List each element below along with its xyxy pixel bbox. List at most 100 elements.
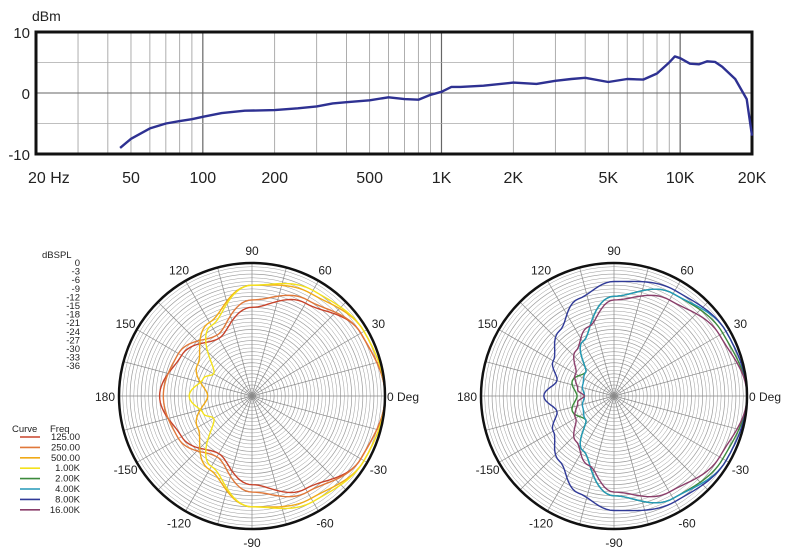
angle-label: -120 — [167, 516, 191, 530]
y-tick-label: 0 — [22, 86, 30, 103]
legend-freq-label: 2.00K — [55, 474, 80, 485]
r-axis-label: dBSPL — [42, 250, 72, 261]
polar-spoke — [251, 361, 381, 397]
polar-plot-left: 0 Deg 30 60 90 120 150 180 -150 -120 -90 -60 -30 — [95, 244, 419, 550]
polar-spoke — [136, 395, 253, 463]
angle-label: -60 — [316, 516, 334, 530]
polar-spoke — [217, 267, 253, 397]
response-line — [119, 55, 754, 149]
y-tick-label: -10 — [8, 147, 30, 164]
plot-frame — [34, 30, 754, 156]
polar-spoke — [613, 395, 743, 431]
polar-spoke — [498, 329, 615, 397]
polar-spoke — [217, 395, 253, 525]
polar-curve-1-00K — [188, 282, 386, 510]
x-tick-label: 20K — [738, 170, 767, 187]
r-tick-label: -24 — [66, 327, 80, 338]
legend-header-freq: Freq — [50, 424, 70, 435]
x-tick-label: 100 — [189, 170, 216, 187]
x-tick-label: 10K — [666, 170, 695, 187]
polar-spoke — [123, 395, 253, 431]
r-tick-label: -15 — [66, 301, 80, 312]
angle-label: 0 Deg — [387, 390, 419, 404]
legend-freq-label: 16.00K — [50, 505, 81, 516]
angle-label: 30 — [734, 317, 748, 331]
polar-spoke — [251, 267, 287, 397]
angle-label: 30 — [372, 317, 386, 331]
polar-spoke — [519, 301, 615, 397]
polar-spoke — [613, 329, 730, 397]
angle-label: -150 — [114, 463, 138, 477]
polar-plot-right: 0 Deg 30 60 90 120 150 180 -150 -120 -90 -60 -30 — [457, 244, 781, 550]
r-tick-label: -18 — [66, 310, 80, 321]
legend-freq-label: 4.00K — [55, 484, 80, 495]
legend-header-curve: Curve — [12, 424, 37, 435]
angle-label: -120 — [529, 516, 553, 530]
polar-spoke — [157, 395, 253, 491]
angle-label: 60 — [680, 264, 694, 278]
polar-spoke — [498, 395, 615, 463]
polar-spoke — [251, 395, 347, 491]
polar-spoke — [613, 267, 649, 397]
polar-spoke — [579, 395, 615, 525]
angle-label: 60 — [318, 264, 332, 278]
legend-freq-label: 1.00K — [55, 463, 80, 474]
y-axis-label: dBm — [32, 8, 61, 24]
r-tick-label: -27 — [66, 335, 80, 346]
r-tick-label: -6 — [72, 275, 80, 286]
polar-spoke — [157, 301, 253, 397]
polar-border — [479, 261, 749, 531]
angle-label: 180 — [457, 390, 477, 404]
x-tick-label: 2K — [504, 170, 524, 187]
r-tick-label: -9 — [72, 284, 80, 295]
polar-curve-16-00K — [572, 294, 748, 498]
angle-label: 90 — [245, 244, 259, 258]
polar-curve-125-00 — [158, 298, 386, 494]
polar-spoke — [123, 361, 253, 397]
angle-label: 180 — [95, 390, 115, 404]
x-tick-label: 200 — [261, 170, 288, 187]
angle-label: -30 — [370, 463, 388, 477]
polar-spoke — [251, 395, 368, 463]
polar-spoke — [613, 395, 649, 525]
polar-spoke — [613, 361, 743, 397]
y-tick-label: 10 — [13, 25, 30, 42]
angle-label: 150 — [116, 317, 136, 331]
angle-label: 150 — [478, 317, 498, 331]
legend-freq-label: 250.00 — [51, 442, 80, 453]
angle-label: 120 — [531, 264, 551, 278]
r-tick-label: 0 — [75, 258, 80, 269]
angle-label: 0 Deg — [749, 390, 781, 404]
polar-spoke — [613, 395, 730, 463]
polar-border — [117, 261, 387, 531]
angle-label: -90 — [605, 536, 623, 550]
x-tick-label: 20 Hz — [28, 170, 70, 187]
r-tick-label: -3 — [72, 267, 80, 278]
legend-freq-label: 500.00 — [51, 453, 80, 464]
polar-spoke — [485, 395, 615, 431]
x-tick-label: 5K — [599, 170, 619, 187]
legend-freq-label: 8.00K — [55, 494, 80, 505]
polar-spoke — [251, 301, 347, 397]
angle-label: -60 — [678, 516, 696, 530]
r-tick-label: -21 — [66, 318, 80, 329]
polar-spoke — [579, 267, 615, 397]
x-tick-label: 500 — [356, 170, 383, 187]
polar-spoke — [251, 395, 287, 525]
r-tick-label: -12 — [66, 292, 80, 303]
polar-spoke — [613, 301, 709, 397]
polar-curve-250-00 — [162, 294, 386, 498]
angle-label: -150 — [476, 463, 500, 477]
polar-spoke — [613, 395, 709, 491]
polar-spoke — [485, 361, 615, 397]
x-tick-label: 50 — [122, 170, 140, 187]
angle-label: 90 — [607, 244, 621, 258]
polar-curve-8-00K — [543, 280, 748, 512]
x-tick-label: 1K — [432, 170, 452, 187]
r-tick-label: -33 — [66, 353, 80, 364]
r-tick-label: -36 — [66, 361, 80, 372]
legend-freq-label: 125.00 — [51, 432, 80, 443]
